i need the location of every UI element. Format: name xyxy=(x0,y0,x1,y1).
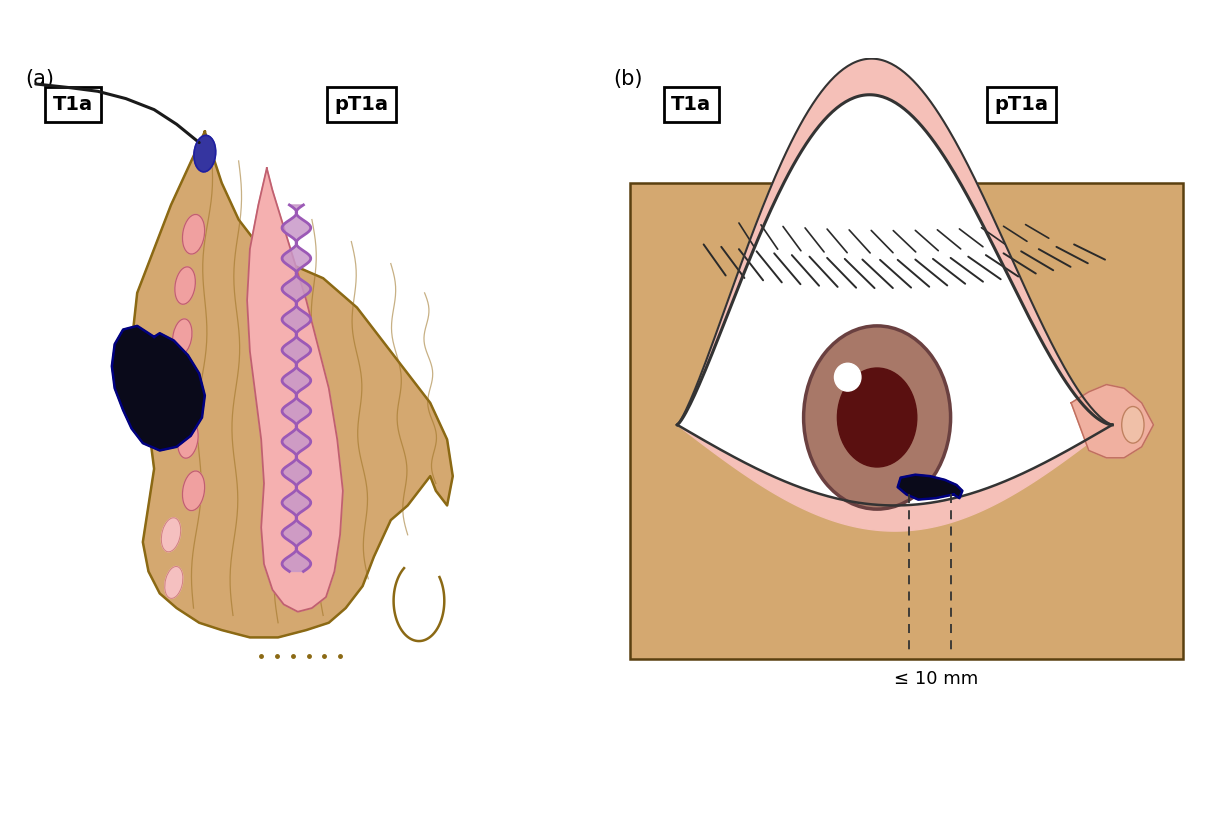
Text: T1a: T1a xyxy=(671,95,712,114)
Ellipse shape xyxy=(838,368,916,467)
Text: pT1a: pT1a xyxy=(995,95,1049,114)
Polygon shape xyxy=(282,205,311,571)
Ellipse shape xyxy=(183,471,205,511)
Text: (a): (a) xyxy=(26,69,55,89)
Text: ≤ 10 mm: ≤ 10 mm xyxy=(894,671,978,688)
Ellipse shape xyxy=(804,326,951,509)
Ellipse shape xyxy=(175,267,195,304)
Polygon shape xyxy=(247,168,343,611)
Ellipse shape xyxy=(178,421,198,458)
Polygon shape xyxy=(898,475,963,500)
Ellipse shape xyxy=(174,370,194,407)
Text: pT1a: pT1a xyxy=(334,95,388,114)
Ellipse shape xyxy=(194,136,216,172)
Ellipse shape xyxy=(834,363,861,392)
Polygon shape xyxy=(131,132,453,637)
Bar xyxy=(630,183,1183,660)
Polygon shape xyxy=(677,425,1112,531)
Ellipse shape xyxy=(165,566,183,598)
Text: T1a: T1a xyxy=(53,95,93,114)
Text: (b): (b) xyxy=(614,69,643,89)
Ellipse shape xyxy=(1122,407,1144,443)
Polygon shape xyxy=(677,58,1112,425)
Ellipse shape xyxy=(173,319,192,355)
Polygon shape xyxy=(1071,385,1154,458)
Ellipse shape xyxy=(183,214,205,254)
Ellipse shape xyxy=(162,518,180,551)
Polygon shape xyxy=(111,326,205,451)
Polygon shape xyxy=(677,95,1112,506)
